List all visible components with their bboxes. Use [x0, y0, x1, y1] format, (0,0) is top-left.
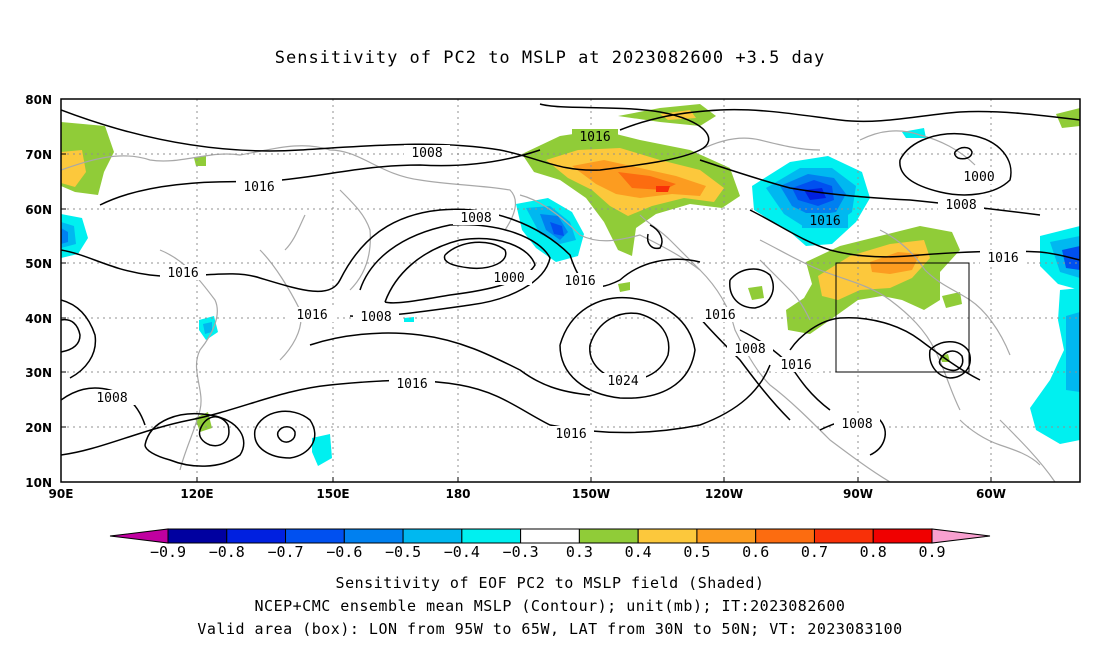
colorbar-label: 0.9: [918, 543, 945, 561]
contour-label: 1008: [841, 417, 872, 432]
colorbar-high-arrow: [931, 528, 991, 544]
lat-label: 20N: [25, 421, 52, 435]
contour-label: 1000: [963, 170, 994, 185]
footer-line-contour: NCEP+CMC ensemble mean MSLP (Contour); u…: [254, 597, 846, 615]
contour-label: 1016: [704, 308, 735, 323]
colorbar-cell: [872, 528, 933, 544]
colorbar-label: −0.7: [267, 543, 303, 561]
lon-label: 120W: [705, 487, 743, 501]
lon-label: 180: [445, 487, 470, 501]
colorbar-label: 0.5: [683, 543, 710, 561]
colorbar-label: 0.8: [860, 543, 887, 561]
colorbar: −0.9 −0.8 −0.7 −0.6 −0.5 −0.4 −0.3 0.3 0.4 0.5 0.6…: [109, 528, 991, 561]
coastlines: [61, 130, 1056, 482]
contour-labels: 1016 1008 1016 1008 1000 1016 1016 1016 …: [89, 129, 1026, 442]
colorbar-cell: [578, 528, 639, 544]
lat-label: 40N: [25, 312, 52, 326]
contour-label: 1016: [396, 377, 427, 392]
colorbar-label: 0.7: [801, 543, 828, 561]
footer-line-shading: Sensitivity of EOF PC2 to MSLP field (Sh…: [335, 574, 765, 592]
valid-area-box: [835, 262, 970, 373]
colorbar-cell: [461, 528, 522, 544]
latitude-labels: 80N 70N 60N 50N 40N 30N 20N 10N: [25, 93, 52, 490]
colorbar-label: −0.4: [444, 543, 480, 561]
colorbar-label: −0.6: [326, 543, 362, 561]
colorbar-label: 0.3: [566, 543, 593, 561]
contour-label: 1008: [96, 391, 127, 406]
colorbar-cell: [285, 528, 345, 544]
colorbar-label: 0.6: [742, 543, 769, 561]
contour-label: 1008: [360, 310, 391, 325]
lon-label: 150W: [572, 487, 610, 501]
colorbar-cell: [402, 528, 463, 544]
colorbar-cell: [343, 528, 404, 544]
colorbar-low-arrow: [109, 528, 169, 544]
map-title: Sensitivity of PC2 to MSLP at 2023082600…: [274, 48, 826, 68]
colorbar-cell: [696, 528, 757, 544]
footer-line-valid-area: Valid area (box): LON from 95W to 65W, L…: [197, 620, 903, 638]
colorbar-cell: [755, 528, 815, 544]
contour-label: 1016: [243, 180, 274, 195]
colorbar-cell: [520, 528, 580, 544]
contour-label: 1016: [167, 266, 198, 281]
colorbar-label: −0.3: [503, 543, 539, 561]
map-frame: [60, 98, 1081, 483]
contour-label: 1016: [579, 130, 610, 145]
colorbar-cell: [167, 528, 228, 544]
contour-label: 1008: [411, 146, 442, 161]
lon-label: 90E: [49, 487, 74, 501]
lon-label: 90W: [843, 487, 873, 501]
colorbar-label: −0.5: [385, 543, 421, 561]
lon-label: 120E: [180, 487, 213, 501]
colorbar-label: −0.8: [209, 543, 245, 561]
contour-label: 1000: [493, 271, 524, 286]
lat-label: 50N: [25, 257, 52, 271]
contour-label: 1016: [780, 358, 811, 373]
colorbar-cell: [813, 528, 874, 544]
lon-label: 150E: [316, 487, 349, 501]
colorbar-cell: [226, 528, 287, 544]
contour-label: 1016: [564, 274, 595, 289]
lat-label: 10N: [25, 476, 52, 490]
lat-label: 80N: [25, 93, 52, 107]
lon-label: 60W: [976, 487, 1006, 501]
contour-label: 1016: [555, 427, 586, 442]
contour-label: 1016: [987, 251, 1018, 266]
lat-label: 60N: [25, 203, 52, 217]
contour-label: 1008: [734, 342, 765, 357]
longitude-labels: 90E 120E 150E 180 150W 120W 90W 60W: [49, 487, 1006, 501]
contour-label: 1016: [296, 308, 327, 323]
contour-label: 1024: [607, 374, 638, 389]
colorbar-label: −0.9: [150, 543, 186, 561]
colorbar-cell: [637, 528, 698, 544]
lat-label: 70N: [25, 148, 52, 162]
colorbar-label: 0.4: [625, 543, 652, 561]
lat-label: 30N: [25, 366, 52, 380]
axis-ticks: [61, 98, 992, 482]
contour-label: 1016: [809, 214, 840, 229]
contour-label: 1008: [945, 198, 976, 213]
contour-label: 1008: [460, 211, 491, 226]
